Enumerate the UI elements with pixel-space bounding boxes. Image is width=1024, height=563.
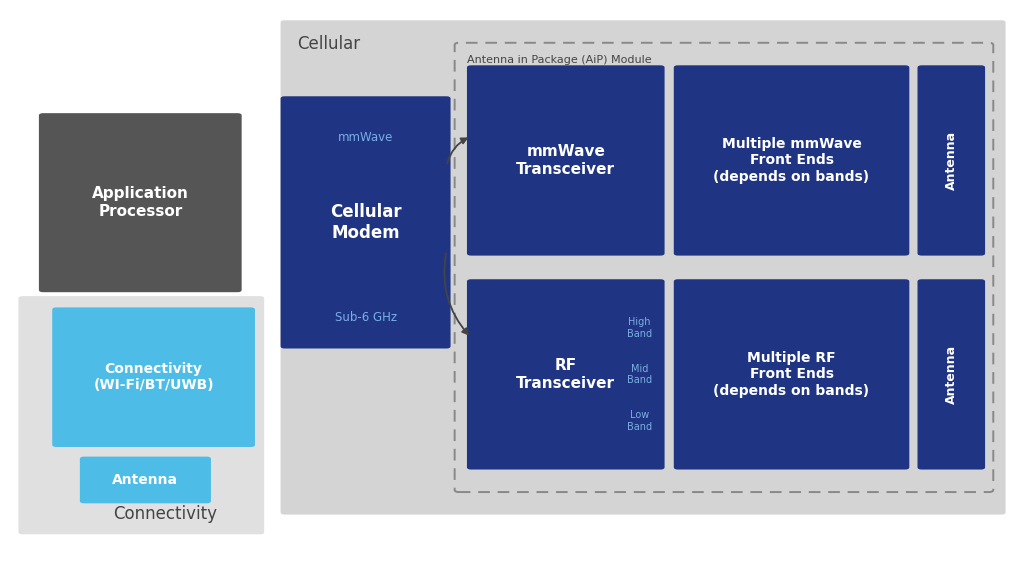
- FancyBboxPatch shape: [918, 279, 985, 470]
- FancyBboxPatch shape: [674, 65, 909, 256]
- FancyBboxPatch shape: [281, 96, 451, 348]
- Text: Mid
Band: Mid Band: [627, 364, 652, 385]
- Text: Cellular: Cellular: [297, 35, 360, 53]
- Text: mmWave
Transceiver: mmWave Transceiver: [516, 144, 615, 177]
- Text: Application
Processor: Application Processor: [92, 186, 188, 219]
- Text: Antenna: Antenna: [113, 473, 178, 487]
- Text: Cellular
Modem: Cellular Modem: [330, 203, 401, 242]
- Text: Connectivity
(WI-Fi/BT/UWB): Connectivity (WI-Fi/BT/UWB): [93, 362, 214, 392]
- Text: Antenna: Antenna: [945, 345, 957, 404]
- FancyBboxPatch shape: [918, 65, 985, 256]
- FancyBboxPatch shape: [39, 113, 242, 292]
- FancyBboxPatch shape: [80, 457, 211, 503]
- FancyBboxPatch shape: [52, 307, 255, 447]
- Text: RF
Transceiver: RF Transceiver: [516, 358, 615, 391]
- Text: High
Band: High Band: [627, 317, 652, 339]
- FancyBboxPatch shape: [674, 279, 909, 470]
- FancyBboxPatch shape: [467, 279, 665, 470]
- Text: Sub-6 GHz: Sub-6 GHz: [335, 311, 396, 324]
- Text: mmWave: mmWave: [338, 131, 393, 144]
- FancyBboxPatch shape: [467, 65, 665, 256]
- Text: Antenna in Package (AiP) Module: Antenna in Package (AiP) Module: [467, 55, 651, 65]
- Text: Low
Band: Low Band: [627, 410, 652, 432]
- FancyBboxPatch shape: [281, 20, 1006, 515]
- Text: Connectivity: Connectivity: [113, 505, 217, 523]
- Text: Antenna: Antenna: [945, 131, 957, 190]
- Text: Multiple RF
Front Ends
(depends on bands): Multiple RF Front Ends (depends on bands…: [714, 351, 869, 397]
- Text: Multiple mmWave
Front Ends
(depends on bands): Multiple mmWave Front Ends (depends on b…: [714, 137, 869, 184]
- FancyBboxPatch shape: [18, 296, 264, 534]
